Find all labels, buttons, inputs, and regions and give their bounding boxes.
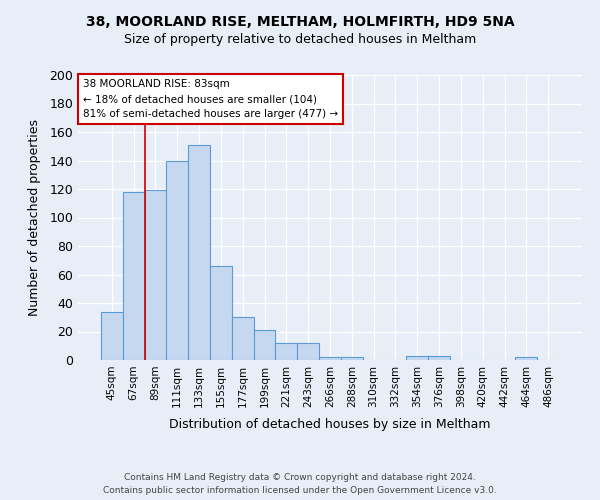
Text: Contains HM Land Registry data © Crown copyright and database right 2024.: Contains HM Land Registry data © Crown c… <box>124 472 476 482</box>
Bar <box>428 356 450 360</box>
Bar <box>254 330 275 360</box>
Bar <box>188 145 210 360</box>
Bar <box>341 357 363 360</box>
Bar <box>319 357 341 360</box>
Text: Contains public sector information licensed under the Open Government Licence v3: Contains public sector information licen… <box>103 486 497 495</box>
Bar <box>232 318 254 360</box>
Bar <box>275 343 297 360</box>
Text: 38, MOORLAND RISE, MELTHAM, HOLMFIRTH, HD9 5NA: 38, MOORLAND RISE, MELTHAM, HOLMFIRTH, H… <box>86 15 514 29</box>
Bar <box>123 192 145 360</box>
Bar <box>515 357 537 360</box>
Bar <box>101 312 123 360</box>
Y-axis label: Number of detached properties: Number of detached properties <box>28 119 41 316</box>
Bar <box>166 160 188 360</box>
X-axis label: Distribution of detached houses by size in Meltham: Distribution of detached houses by size … <box>169 418 491 431</box>
Text: Size of property relative to detached houses in Meltham: Size of property relative to detached ho… <box>124 32 476 46</box>
Bar <box>210 266 232 360</box>
Bar <box>297 343 319 360</box>
Bar <box>406 356 428 360</box>
Bar <box>145 190 166 360</box>
Text: 38 MOORLAND RISE: 83sqm
← 18% of detached houses are smaller (104)
81% of semi-d: 38 MOORLAND RISE: 83sqm ← 18% of detache… <box>83 80 338 119</box>
